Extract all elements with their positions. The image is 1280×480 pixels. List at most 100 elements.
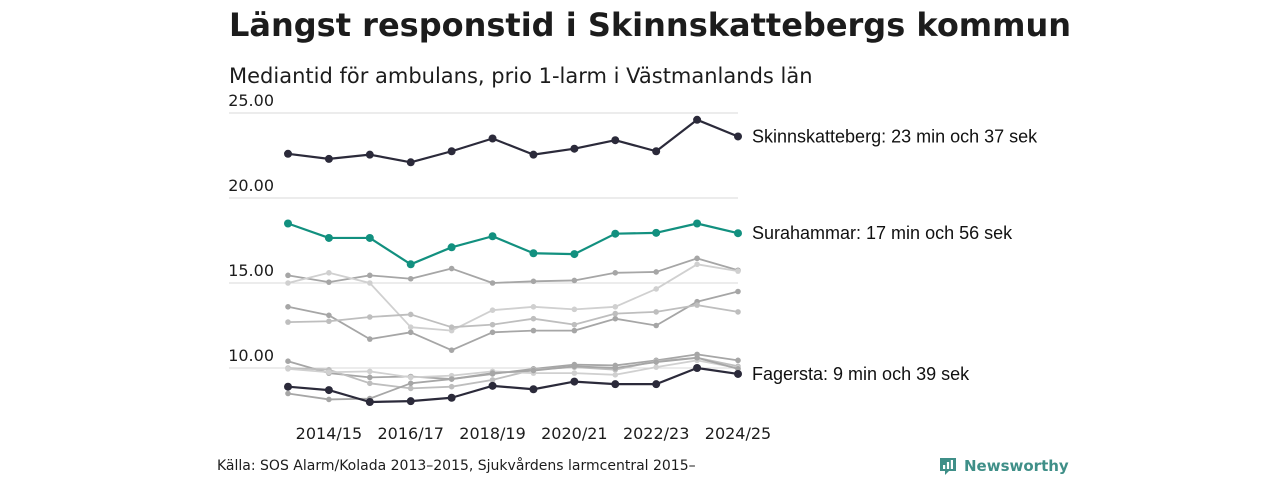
skinnskatteberg-point <box>734 132 742 141</box>
other-municipality-point <box>489 329 496 336</box>
other-municipality-point <box>489 370 496 376</box>
fagersta-point <box>570 377 579 386</box>
other-municipality-point <box>694 255 700 262</box>
other-municipality-point <box>530 315 537 322</box>
other-municipality-point <box>407 380 414 387</box>
surahammar-point <box>488 232 497 241</box>
other-municipality-point <box>285 390 291 397</box>
fagersta-point <box>488 381 497 390</box>
other-municipality-point <box>407 324 414 331</box>
bar-chart-logo-icon <box>940 458 956 475</box>
x-tick-label: 2014/15 <box>296 424 362 443</box>
skinnskatteberg-point <box>488 134 497 143</box>
fagersta-point <box>693 364 702 372</box>
other-municipality-point <box>367 374 373 381</box>
other-municipality-point <box>285 304 291 310</box>
brand-logo: Newsworthy <box>938 456 1069 476</box>
skinnskatteberg-point <box>693 115 702 124</box>
x-tick-label: 2018/19 <box>459 424 525 443</box>
other-municipality-point <box>367 368 373 375</box>
other-municipality-line <box>287 290 739 352</box>
skinnskatteberg-point <box>652 147 661 156</box>
other-municipality-point <box>571 363 578 370</box>
other-municipality-point <box>735 309 741 315</box>
other-municipality-point <box>735 268 741 274</box>
other-municipality-point <box>407 275 414 282</box>
skinnskatteberg-point <box>611 136 620 145</box>
fagersta-point <box>406 397 415 406</box>
other-municipality-point <box>448 265 455 272</box>
surahammar-point <box>284 219 292 228</box>
other-municipality-point <box>694 355 700 361</box>
source-note: Källa: SOS Alarm/Kolada 2013–2015, Sjukv… <box>217 458 696 474</box>
other-municipality-point <box>285 272 291 279</box>
fagersta-point <box>365 398 374 406</box>
other-municipality-point <box>285 280 291 286</box>
other-municipality-point <box>653 359 659 365</box>
skinnskatteberg-point <box>365 150 374 159</box>
surahammar-point <box>734 229 742 238</box>
other-municipality-point <box>530 278 537 285</box>
skinnskatteberg-point <box>406 158 415 167</box>
other-municipality-point <box>489 377 496 383</box>
other-municipality-point <box>530 304 537 310</box>
other-municipality-point <box>448 324 455 331</box>
other-municipality-point <box>653 286 659 292</box>
fagersta-point <box>652 380 661 389</box>
other-municipality-point <box>407 311 414 318</box>
other-municipality-point <box>571 321 578 328</box>
other-municipality-point <box>489 280 496 286</box>
surahammar-point <box>365 233 374 242</box>
other-municipality-point <box>612 372 619 378</box>
chart-subtitle: Mediantid för ambulans, prio 1-larm i Vä… <box>229 64 813 88</box>
other-municipality-line <box>287 257 739 284</box>
surahammar-point <box>529 249 538 258</box>
other-municipality-point <box>653 269 659 275</box>
fagersta-point <box>447 393 456 402</box>
skinnskatteberg-point <box>570 144 579 153</box>
other-municipality-point <box>326 396 332 403</box>
other-municipality-point <box>326 279 332 285</box>
skinnskatteberg-line <box>286 118 740 164</box>
other-municipality-point <box>653 309 659 315</box>
other-municipality-point <box>694 302 700 308</box>
x-tick-label: 2024/25 <box>705 424 771 443</box>
fagersta-point <box>734 369 742 378</box>
other-municipality-point <box>571 277 578 284</box>
other-municipality-point <box>530 367 537 374</box>
surahammar-point <box>693 219 702 228</box>
other-municipality-point <box>735 357 741 364</box>
other-municipality-point <box>489 321 496 328</box>
surahammar-point <box>324 233 333 242</box>
other-municipality-point <box>735 288 741 295</box>
other-municipality-line <box>287 304 739 329</box>
other-municipality-point <box>571 327 578 334</box>
other-municipality-point <box>326 369 332 376</box>
other-municipality-point <box>612 304 619 310</box>
other-municipality-point <box>367 314 373 320</box>
fagersta-line <box>286 366 740 404</box>
y-tick-label: 10.00 <box>228 346 274 365</box>
x-tick-label: 2016/17 <box>377 424 443 443</box>
other-municipality-point <box>612 315 619 322</box>
skinnskatteberg-label: Skinnskatteberg: 23 min och 37 sek <box>752 126 1038 146</box>
surahammar-point <box>447 243 456 252</box>
y-tick-label: 15.00 <box>228 261 274 280</box>
surahammar-label: Surahammar: 17 min och 56 sek <box>752 223 1013 243</box>
other-municipality-point <box>367 336 373 342</box>
brand-name: Newsworthy <box>964 457 1069 475</box>
fagersta-point <box>324 386 333 395</box>
other-municipality-point <box>694 261 700 268</box>
fagersta-point <box>529 385 538 394</box>
skinnskatteberg-point <box>447 147 456 156</box>
other-municipality-point <box>326 318 332 325</box>
other-municipality-point <box>612 310 619 317</box>
skinnskatteberg-point <box>529 150 538 159</box>
other-municipality-point <box>367 380 373 387</box>
fagersta-label: Fagersta: 9 min och 39 sek <box>752 364 970 384</box>
other-municipality-point <box>285 319 291 325</box>
y-tick-label: 25.00 <box>228 91 274 110</box>
other-municipality-point <box>367 272 373 279</box>
y-tick-label: 20.00 <box>228 176 274 195</box>
chart-title: Längst responstid i Skinnskattebergs kom… <box>229 6 1072 44</box>
